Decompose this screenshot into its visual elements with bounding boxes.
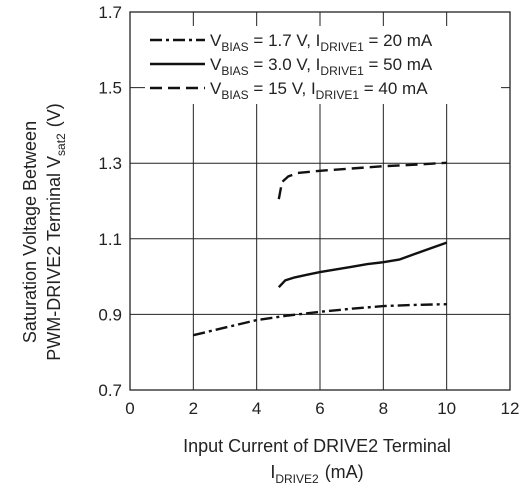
legend-entry-3: VBIAS = 15 V, IDRIVE1 = 40 mA: [210, 79, 428, 102]
y-axis-label-line2: PWM-DRIVE2 Terminal Vsat2(V): [44, 103, 68, 360]
y-tick-labels: 0.7 0.9 1.1 1.3 1.5 1.7: [98, 3, 122, 400]
x-tick-labels: 0 2 4 6 8 10 12: [125, 399, 519, 418]
x-axis-label-line1: Input Current of DRIVE2 Terminal: [183, 436, 451, 456]
x-tick-label: 2: [189, 399, 198, 418]
x-tick-label: 12: [501, 399, 520, 418]
x-axis-label-line2: IDRIVE2 (mA): [270, 462, 363, 486]
y-tick-label: 0.9: [98, 305, 122, 324]
series-line-1-dashdot: [193, 303, 447, 337]
y-tick-label: 1.1: [98, 230, 122, 249]
legend-entry-1: VBIAS = 1.7 V, IDRIVE1 = 20 mA: [210, 31, 433, 54]
x-tick-label: 6: [315, 399, 324, 418]
y-tick-label: 1.5: [98, 79, 122, 98]
plot-frame: [129, 11, 511, 391]
x-tick-label: 10: [437, 399, 456, 418]
x-tick-label: 8: [379, 399, 388, 418]
series-lines: [193, 161, 448, 337]
y-tick-label: 1.3: [98, 154, 122, 173]
series-line-2-solid: [277, 241, 448, 289]
y-tick-label: 0.7: [98, 381, 122, 400]
series-line-3-dashed: [277, 161, 447, 200]
y-axis-label-line1: Saturation Voltage Between: [20, 121, 40, 343]
legend-entry-2: VBIAS = 3.0 V, IDRIVE1 = 50 mA: [210, 55, 433, 78]
x-tick-label: 4: [252, 399, 261, 418]
x-tick-label: 0: [125, 399, 134, 418]
y-tick-label: 1.7: [98, 3, 122, 22]
